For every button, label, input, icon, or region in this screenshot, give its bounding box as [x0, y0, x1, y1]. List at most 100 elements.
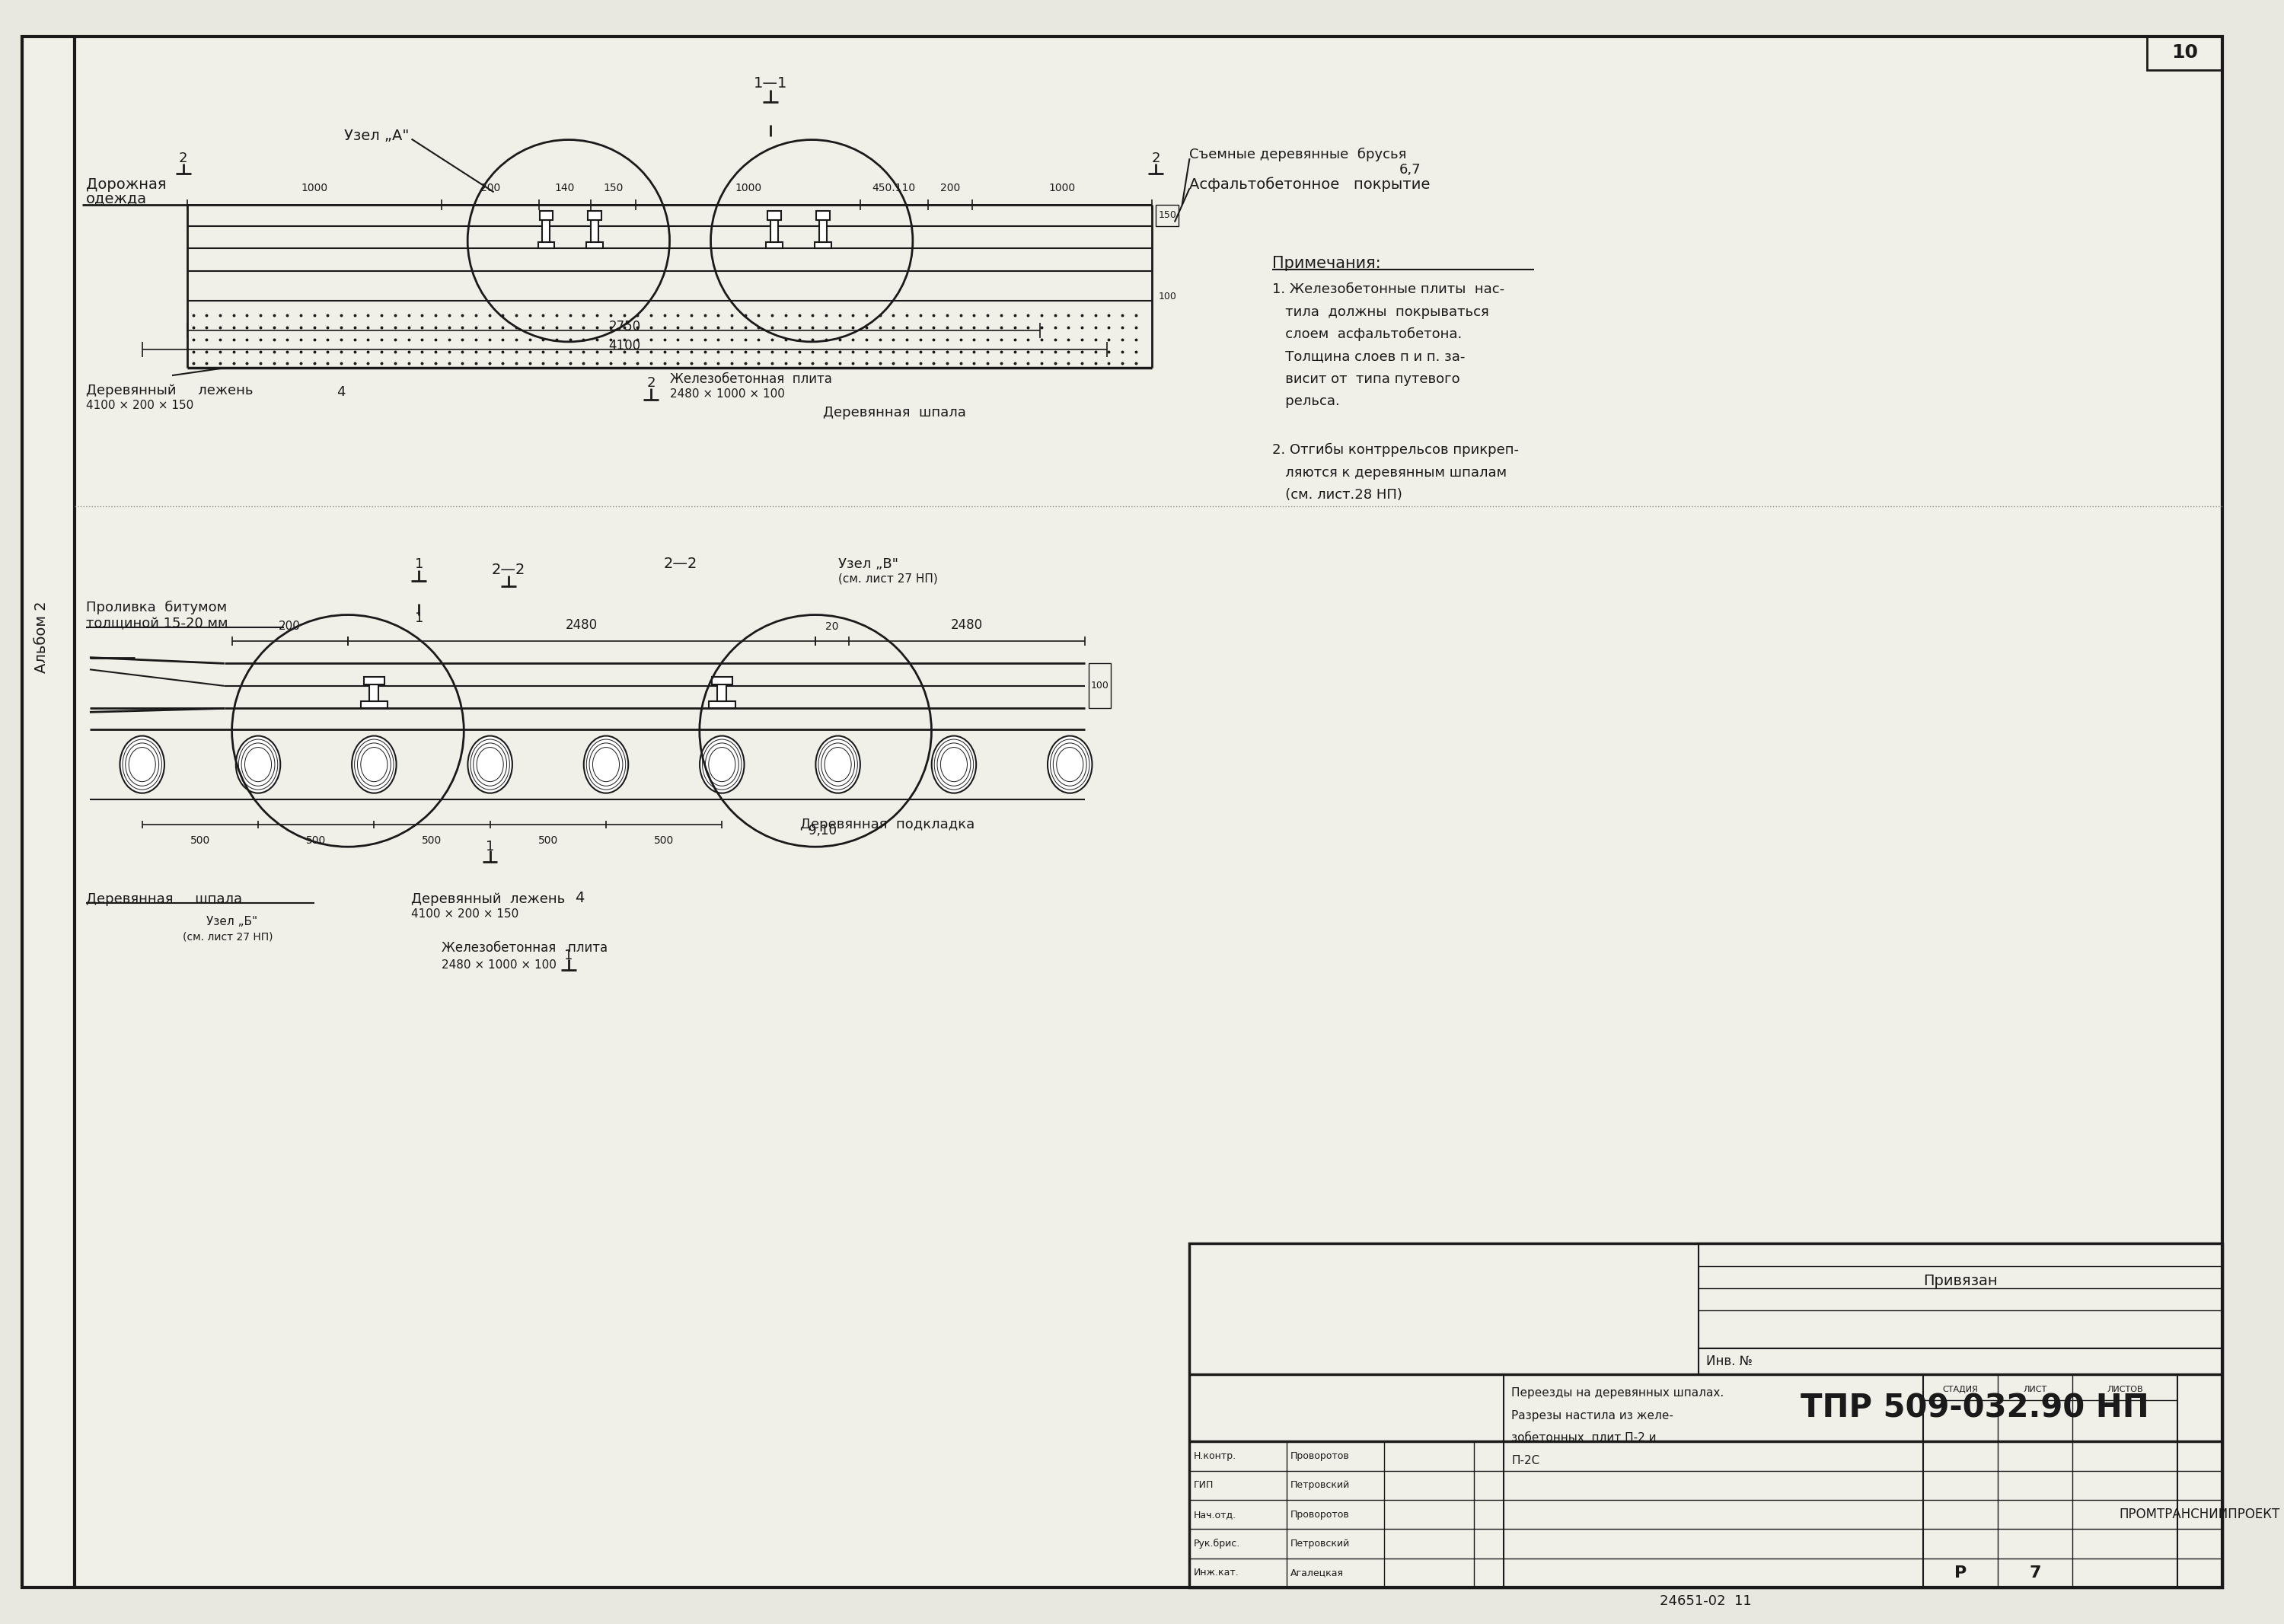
Text: 2480 × 1000 × 100: 2480 × 1000 × 100 [441, 960, 557, 971]
Text: Нач.отд.: Нач.отд. [1192, 1510, 1236, 1520]
Text: (см. лист 27 НП): (см. лист 27 НП) [838, 573, 936, 585]
Bar [370, 684, 379, 702]
Text: 6,7: 6,7 [1400, 162, 1421, 177]
Text: 150: 150 [1158, 211, 1176, 221]
Text: Железобетонная   плита: Железобетонная плита [441, 940, 608, 955]
Text: 1: 1 [564, 948, 573, 961]
Bar [1699, 1348, 2222, 1374]
Text: Деревянная     шпала: Деревянная шпала [87, 892, 242, 906]
Text: 4: 4 [576, 890, 585, 905]
Polygon shape [187, 226, 1151, 248]
Text: 200: 200 [279, 620, 301, 632]
Text: тила  должны  покрываться: тила должны покрываться [1272, 305, 1489, 318]
Text: Деревянная  подкладка: Деревянная подкладка [799, 817, 975, 831]
Text: ЛИСТОВ: ЛИСТОВ [2106, 1385, 2142, 1393]
Text: Переезды на деревянных шпалах.: Переезды на деревянных шпалах. [1512, 1387, 1724, 1398]
Text: П-2С: П-2С [1512, 1455, 1539, 1466]
Polygon shape [187, 271, 1151, 300]
Text: Петровский: Петровский [1290, 1540, 1350, 1549]
Text: (см. лист 27 НП): (см. лист 27 НП) [183, 931, 274, 942]
Bar [1089, 664, 1110, 708]
Ellipse shape [468, 736, 512, 793]
Text: 24651-02  11: 24651-02 11 [1660, 1595, 1752, 1608]
Bar [2147, 36, 2222, 70]
Text: 500: 500 [423, 836, 443, 846]
Text: Рук.брис.: Рук.брис. [1192, 1540, 1240, 1549]
Text: зобетонных  плит П-2 и: зобетонных плит П-2 и [1512, 1432, 1656, 1444]
Text: Инв. №: Инв. № [1706, 1354, 1752, 1367]
Text: 500: 500 [653, 836, 674, 846]
Bar [363, 677, 384, 684]
Text: Дорожная: Дорожная [87, 177, 167, 192]
Text: (см. лист.28 НП): (см. лист.28 НП) [1272, 489, 1402, 502]
Text: 140: 140 [555, 184, 576, 193]
Text: 2: 2 [1151, 151, 1160, 166]
Text: 2480: 2480 [950, 619, 982, 632]
Polygon shape [224, 664, 1085, 685]
Text: ТПР 509-032.90 НП: ТПР 509-032.90 НП [1800, 1392, 2149, 1424]
Text: 450.110: 450.110 [872, 184, 916, 193]
Bar [708, 702, 735, 708]
Bar [770, 219, 779, 242]
Bar [1190, 1244, 2222, 1588]
Bar [587, 242, 603, 248]
Text: 150: 150 [603, 184, 624, 193]
Bar [539, 242, 555, 248]
Bar [1699, 1244, 2222, 1348]
Text: Р: Р [1955, 1566, 1967, 1580]
Text: Съемные деревянные  брусья: Съемные деревянные брусья [1190, 148, 1407, 162]
Text: 2—2: 2—2 [665, 557, 697, 572]
Bar [820, 219, 827, 242]
Text: 200: 200 [480, 184, 500, 193]
Text: 500: 500 [539, 836, 557, 846]
Text: 4100 × 200 × 150: 4100 × 200 × 150 [411, 908, 518, 919]
Text: Альбом 2: Альбом 2 [34, 601, 48, 674]
Text: 2750: 2750 [608, 320, 642, 333]
Text: 10: 10 [2172, 44, 2197, 62]
Text: 7: 7 [2028, 1566, 2042, 1580]
Ellipse shape [585, 736, 628, 793]
Text: Деревянный  лежень: Деревянный лежень [411, 892, 566, 906]
Text: 2. Отгибы контррельсов прикреп-: 2. Отгибы контррельсов прикреп- [1272, 443, 1519, 458]
Text: Узел „В": Узел „В" [838, 557, 898, 570]
Text: 20: 20 [825, 622, 838, 632]
Bar [767, 211, 781, 219]
Bar [815, 211, 829, 219]
Text: 2480 × 1000 × 100: 2480 × 1000 × 100 [669, 388, 783, 400]
Text: 500: 500 [306, 836, 327, 846]
Text: рельса.: рельса. [1272, 395, 1338, 409]
Bar [361, 702, 388, 708]
Text: 500: 500 [190, 836, 210, 846]
Text: 1: 1 [416, 557, 423, 570]
Ellipse shape [699, 736, 745, 793]
Text: Проворотов: Проворотов [1290, 1510, 1350, 1520]
Ellipse shape [235, 736, 281, 793]
Text: 1000: 1000 [735, 184, 761, 193]
Text: 1—1: 1—1 [754, 76, 788, 91]
Text: слоем  асфальтобетона.: слоем асфальтобетона. [1272, 328, 1462, 341]
Ellipse shape [815, 736, 861, 793]
Text: толщиной 15-20 мм: толщиной 15-20 мм [87, 617, 228, 630]
Text: Разрезы настила из желе-: Разрезы настила из желе- [1512, 1410, 1674, 1421]
Text: Узел „Б": Узел „Б" [206, 916, 258, 927]
Ellipse shape [352, 736, 397, 793]
Polygon shape [224, 685, 1085, 708]
Text: Проворотов: Проворотов [1290, 1452, 1350, 1462]
Text: Деревянный     лежень: Деревянный лежень [87, 383, 254, 398]
Text: Н.контр.: Н.контр. [1192, 1452, 1236, 1462]
Text: 2: 2 [178, 151, 187, 166]
Text: 2: 2 [646, 377, 656, 390]
Bar [587, 211, 601, 219]
Text: Инж.кат.: Инж.кат. [1192, 1567, 1238, 1579]
Text: Толщина слоев п и п. за-: Толщина слоев п и п. за- [1272, 349, 1464, 364]
Bar [1156, 205, 1179, 226]
Text: Привязан: Привязан [1923, 1273, 1996, 1288]
Ellipse shape [1048, 736, 1092, 793]
Bar [539, 211, 553, 219]
Text: Агалецкая: Агалецкая [1290, 1567, 1343, 1579]
Text: 1: 1 [486, 840, 493, 854]
Bar [765, 242, 783, 248]
Text: 100: 100 [1158, 292, 1176, 302]
Ellipse shape [119, 736, 164, 793]
Bar [717, 684, 726, 702]
